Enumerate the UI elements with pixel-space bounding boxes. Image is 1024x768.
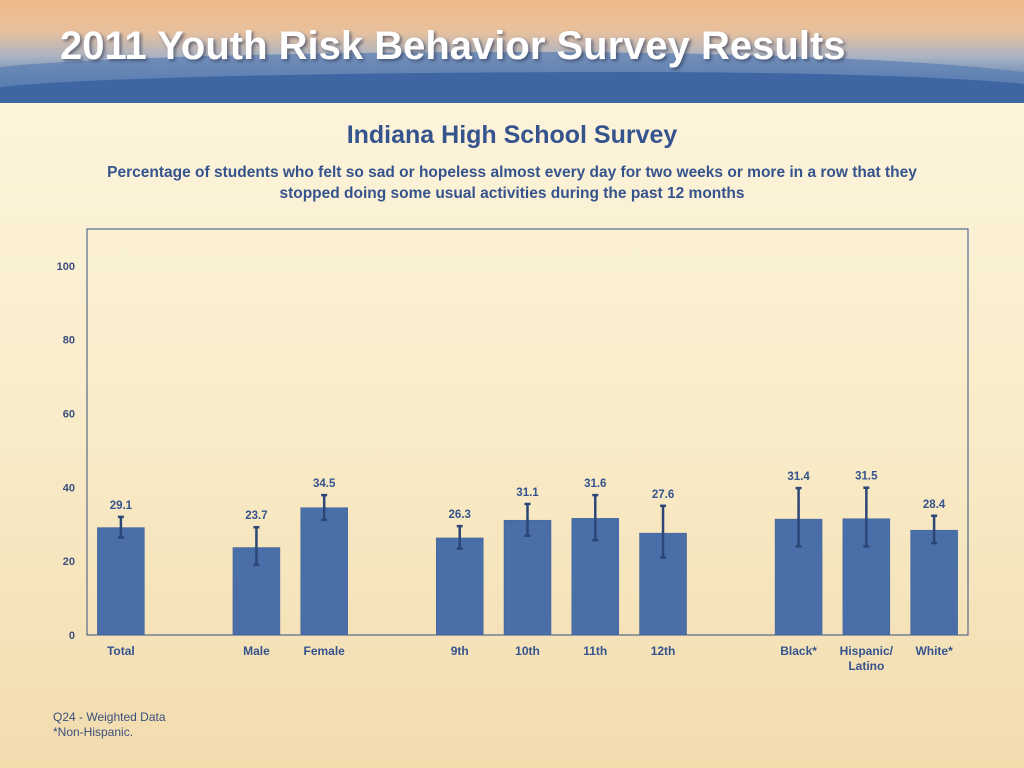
x-tick-label: Male <box>243 644 270 658</box>
data-label: 31.6 <box>584 478 606 490</box>
data-label: 31.1 <box>516 487 539 499</box>
bar <box>503 519 552 636</box>
bar <box>435 537 484 636</box>
y-tick-label: 20 <box>63 556 75 568</box>
banner-mountain-ridge-front <box>0 72 1024 103</box>
y-tick-label: 0 <box>69 630 75 642</box>
footnotes: Q24 - Weighted Data *Non-Hispanic. <box>53 710 166 740</box>
x-tick-label: 10th <box>515 644 540 658</box>
x-tick-label: Total <box>107 644 135 658</box>
x-tick-label: 9th <box>451 644 469 658</box>
footnote-data-source: Q24 - Weighted Data <box>53 710 166 724</box>
footnote-non-hispanic: *Non-Hispanic. <box>53 725 134 739</box>
y-tick-label: 60 <box>63 409 75 421</box>
x-tick-label: White* <box>915 644 953 658</box>
bar <box>300 507 348 636</box>
x-tick-label: 11th <box>583 644 607 658</box>
data-label: 31.4 <box>787 471 810 483</box>
x-tick-label: Hispanic/ <box>840 644 894 658</box>
data-label: 31.5 <box>855 471 878 483</box>
y-tick-label: 80 <box>63 335 75 347</box>
y-tick-label: 100 <box>57 261 75 273</box>
x-tick-label: Female <box>304 644 346 658</box>
x-tick-label: Latino <box>848 659 884 673</box>
banner-title: 2011 Youth Risk Behavior Survey Results <box>60 24 846 68</box>
bar <box>97 527 145 636</box>
bar <box>910 529 958 636</box>
data-label: 34.5 <box>313 478 336 490</box>
data-label: 23.7 <box>245 510 267 522</box>
y-tick-label: 40 <box>63 482 75 494</box>
data-label: 28.4 <box>923 499 946 511</box>
bar-chart: 0 20 40 60 80 100 29.1 Total 23.7 Male 34.5 Female 2… <box>57 228 969 673</box>
x-tick-label: 12th <box>651 644 676 658</box>
data-label: 29.1 <box>110 500 133 512</box>
chart-title: Indiana High School Survey <box>346 121 678 149</box>
chart-subtitle: Percentage of students who felt so sad o… <box>107 164 917 202</box>
data-label: 27.6 <box>652 489 674 501</box>
data-label: 26.3 <box>449 509 471 521</box>
header-banner: 2011 Youth Risk Behavior Survey Results <box>0 0 1024 103</box>
x-tick-label: Black* <box>780 644 817 658</box>
